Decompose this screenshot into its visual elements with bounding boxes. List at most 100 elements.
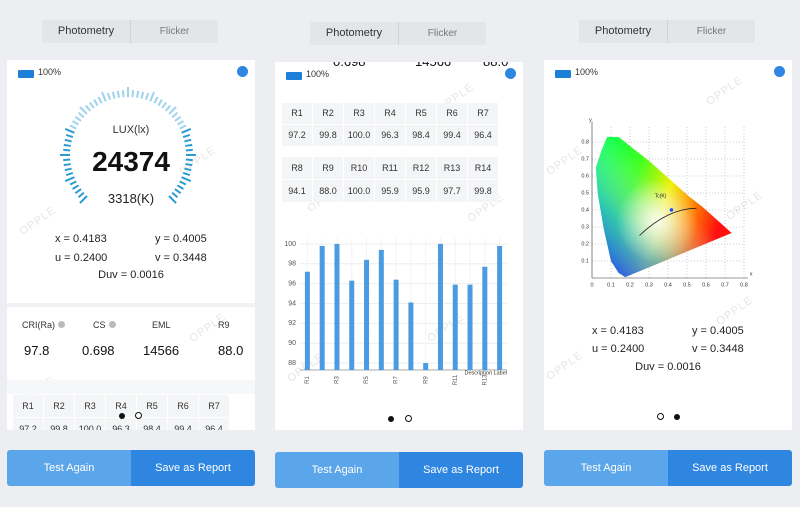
button-bar: Test Again Save as Report [275,452,523,488]
y-tick-label: 96 [288,280,296,287]
x-tick-label: 0.2 [626,282,634,288]
y-tick-label: 0.3 [581,224,589,230]
r-value-cell: 96.3 [106,418,136,430]
save-report-button[interactable]: Save as Report [668,450,792,486]
y-tick-label: 100 [284,241,296,248]
bar [452,284,458,370]
bar [437,243,443,370]
separator [7,380,255,394]
gauge-tick [116,90,120,98]
r-value-cell: 100.0 [344,180,374,202]
bar [497,245,503,370]
gauge-tick [168,106,177,115]
y-tick-label: 88 [288,360,296,367]
coordinate: x = 0.4183 [592,325,644,337]
x-tick-label: 0.1 [607,282,615,288]
gauge-tick [161,101,168,109]
bar [304,271,310,370]
gauge-tick [63,143,71,147]
page-dot [657,413,664,420]
r-header-cell: R4 [106,395,136,417]
x-tick-label: R3 [335,376,341,384]
tab[interactable]: Flicker [159,26,190,37]
tab[interactable]: Photometry [310,22,399,45]
metric-label: EML [152,320,171,330]
battery-text: 100% [38,67,62,77]
r-value-cell: 99.8 [313,125,343,146]
r-header-cell: R3 [75,395,105,417]
cct-value: 3318(K) [107,191,155,206]
x-tick-label: R11 [453,374,459,385]
gauge-tick [184,138,192,143]
lux-label: LUX(lx) [112,124,150,136]
metric-label: CS [93,320,116,330]
r-header-cell: R2 [44,395,74,417]
x-tick-label: R1 [305,376,311,384]
r-header-cell: R5 [406,103,436,124]
x-tick-label: R9 [423,376,429,384]
r-value-cell: 94.1 [282,180,312,202]
r-header-cell: R6 [168,395,198,417]
test-again-button[interactable]: Test Again [7,450,131,486]
gauge-tick [140,91,145,99]
x-tick-label: 0.8 [740,282,748,288]
r-value-cell: 99.8 [468,180,498,202]
metric-value-partial: 88.0 [483,62,508,69]
page-dot [405,415,412,422]
bar [349,280,355,370]
gauge-tick [69,180,77,186]
gauge-tick [182,133,191,139]
tab[interactable]: Photometry [579,20,668,43]
battery-icon [18,70,34,78]
gauge-tick [64,176,75,182]
tab[interactable]: Photometry [42,20,131,43]
x-tick-label: R13 [482,374,488,386]
page-dot-active [674,414,680,420]
help-icon[interactable] [108,321,116,328]
r-value-cell: 99.4 [168,418,198,430]
gauge-tick [185,158,193,162]
gauge-tick [176,120,184,126]
gauge-tick [63,163,71,167]
r-header-cell: R13 [437,157,467,179]
r-value-cell: 98.4 [406,125,436,146]
coordinate: v = 0.3448 [155,252,207,264]
tab[interactable]: Flicker [696,26,727,37]
r-value-cell: 96.3 [375,125,405,146]
tab-bar: Photometry Flicker [42,20,218,43]
tab[interactable]: Flicker [427,28,458,39]
metric-value: 14566 [143,343,180,358]
r-value-cell: 97.7 [437,180,467,202]
x-tick-label: 0.5 [683,282,691,288]
save-report-button[interactable]: Save as Report [131,450,255,486]
r-value-cell: 96.4 [199,418,229,430]
r-value-cell: 96.4 [468,125,498,146]
coordinate: x = 0.4183 [55,233,107,245]
save-report-button[interactable]: Save as Report [399,452,523,488]
r-header-cell: R14 [468,157,498,179]
battery-text: 100% [575,67,599,77]
metric-value: 97.8 [24,343,50,358]
help-icon[interactable] [58,321,65,328]
y-tick-label: 0.4 [581,207,589,213]
coordinate: v = 0.3448 [692,343,744,355]
test-again-button[interactable]: Test Again [544,450,668,486]
test-again-button[interactable]: Test Again [275,452,399,488]
gauge-tick [97,96,103,104]
r-header-cell: R1 [282,103,312,124]
gauge-tick [63,148,71,152]
page-dot-active [119,413,125,419]
screen-panel: OPPLE OPPLE OPPLE OPPLE OPPLE 100% Tc(K) 0 0.1 0.… [544,60,792,430]
bluetooth-icon [237,66,248,77]
r-header-cell: R2 [313,103,343,124]
y-tick-label: 92 [288,320,296,327]
x-tick-label: R5 [364,376,370,384]
lux-value: 24374 [92,146,170,177]
tab-bar: Photometry Flicker [310,22,486,45]
gauge-tick [101,91,107,102]
bluetooth-icon [774,66,785,77]
gauge-tick [179,180,187,186]
screen-panel: OPPLEOPPLEOPPLEOPPLE100%LUX(lx)243743318… [7,60,255,430]
gauge-tick [74,115,82,122]
r-value-cell: 100.0 [75,418,105,430]
